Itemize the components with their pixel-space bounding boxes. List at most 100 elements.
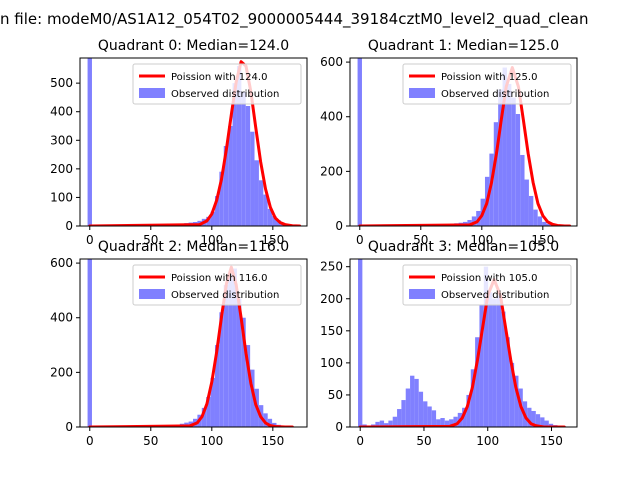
histogram-bar [509,362,515,427]
legend-bar-swatch [139,289,165,299]
histogram-bar [272,216,277,226]
legend: Poission with 105.0 Observed distribution [402,264,572,306]
histogram-bar [87,58,92,226]
plot-area [87,58,303,226]
histogram-bar [488,292,493,427]
histogram-bar [496,295,502,427]
histogram-bar [397,409,402,427]
histogram-bar [524,179,529,226]
histogram-bar [357,58,362,226]
histogram-bar [548,423,554,427]
axes-frame [79,57,308,227]
histogram-bar [535,414,541,427]
y-tick-label: 500 [50,76,73,90]
histogram-bar [263,413,268,427]
histogram-bar [236,298,242,427]
histogram-bar [467,219,472,226]
y-tick-label: 0 [65,219,73,233]
histogram-bar [471,216,477,226]
histogram-bar [245,106,251,226]
subplot-quadrant-3: 0 50 100 150 0 50 100 150 200 250 Quadrant 3: Medi… [320,239,578,448]
histogram-bar [531,410,536,427]
x-tick-label: 50 [143,434,158,448]
histogram-bar [375,421,380,427]
legend-entry-observed: Observed distribution [171,290,279,301]
histogram-bar [201,407,207,427]
histogram-bar [228,126,233,226]
histogram-bar [232,83,237,226]
y-tick-label: 400 [50,311,73,325]
x-tick-label: 150 [531,233,554,247]
legend-entry-poisson: Poission with 105.0 [441,273,537,284]
subplot-quadrant-1: 0 50 100 150 0 200 400 600 Quadrant 1: Median=12… [320,38,578,247]
histogram-bar [489,153,494,226]
legend-frame [402,264,572,306]
y-tick-label: 300 [50,133,73,147]
histogram-bar [241,91,246,226]
subplot-title: Quadrant 0: Median=124.0 [98,38,289,54]
histogram-bar [498,89,503,226]
histogram-bar [206,216,211,226]
histogram-bar [206,396,211,427]
x-tick-label: 0 [86,233,94,247]
histogram-bar [223,146,229,226]
legend-bar-swatch [409,289,435,299]
histogram-bar [401,400,406,427]
histogram-bar [410,375,415,427]
histogram-bar [250,369,255,427]
histogram-bar [228,274,233,427]
legend-frame [132,63,302,105]
y-tick-label: 200 [320,164,343,178]
subplot-quadrant-0: 0 50 100 150 0 100 200 300 400 500 Quadrant 0: Med… [50,38,308,247]
axes-frame [349,258,578,428]
y-tick-label: 200 [320,292,343,306]
x-tick-label: 150 [540,434,563,448]
histogram-bar [405,388,411,427]
plot-area [358,259,567,427]
histogram-bar [444,420,450,427]
legend-frame [402,63,572,105]
x-tick-label: 50 [143,233,158,247]
histogram-bar [449,419,454,427]
subplot-title: Quadrant 1: Median=125.0 [368,38,559,54]
histogram-bar [210,211,215,226]
histogram-bar [440,418,445,427]
histogram-bar [479,305,484,427]
legend-bar-swatch [409,88,435,98]
histogram-bar [388,420,393,427]
y-tick-label: 150 [320,324,343,338]
axes-frame [349,57,578,227]
legend-entry-observed: Observed distribution [441,290,549,301]
axes-frame [79,258,308,428]
histogram-bar [423,401,428,427]
histogram-bar [250,131,255,226]
y-tick-label: 400 [320,110,343,124]
legend-entry-observed: Observed distribution [171,89,279,100]
histogram-bar [493,122,499,226]
histogram-bar [267,418,273,427]
histogram-bar [210,377,215,427]
x-tick-label: 100 [200,434,223,448]
histogram-bar [214,196,220,226]
subplot-quadrant-2: 0 50 100 150 0 200 400 600 Quadrant 2: Median=11… [50,239,308,448]
histogram-bar [501,311,506,427]
plot-area [357,58,573,226]
subplot-title: Quadrant 2: Median=116.0 [98,239,289,255]
histogram-bar [533,209,538,226]
y-tick-label: 200 [50,162,73,176]
x-tick-label: 100 [470,233,493,247]
histogram-bar [520,154,525,226]
histogram-bar [232,268,237,427]
histogram-bar [431,410,437,427]
histogram-bar [453,416,458,427]
histogram-bar [219,312,224,427]
histogram-bar [515,114,521,226]
histogram-bar [241,317,246,427]
y-tick-label: 0 [65,420,73,434]
histogram-bar [258,180,264,226]
histogram-bar [542,221,547,226]
histogram-bar [236,66,242,226]
histogram-bar [506,83,512,226]
